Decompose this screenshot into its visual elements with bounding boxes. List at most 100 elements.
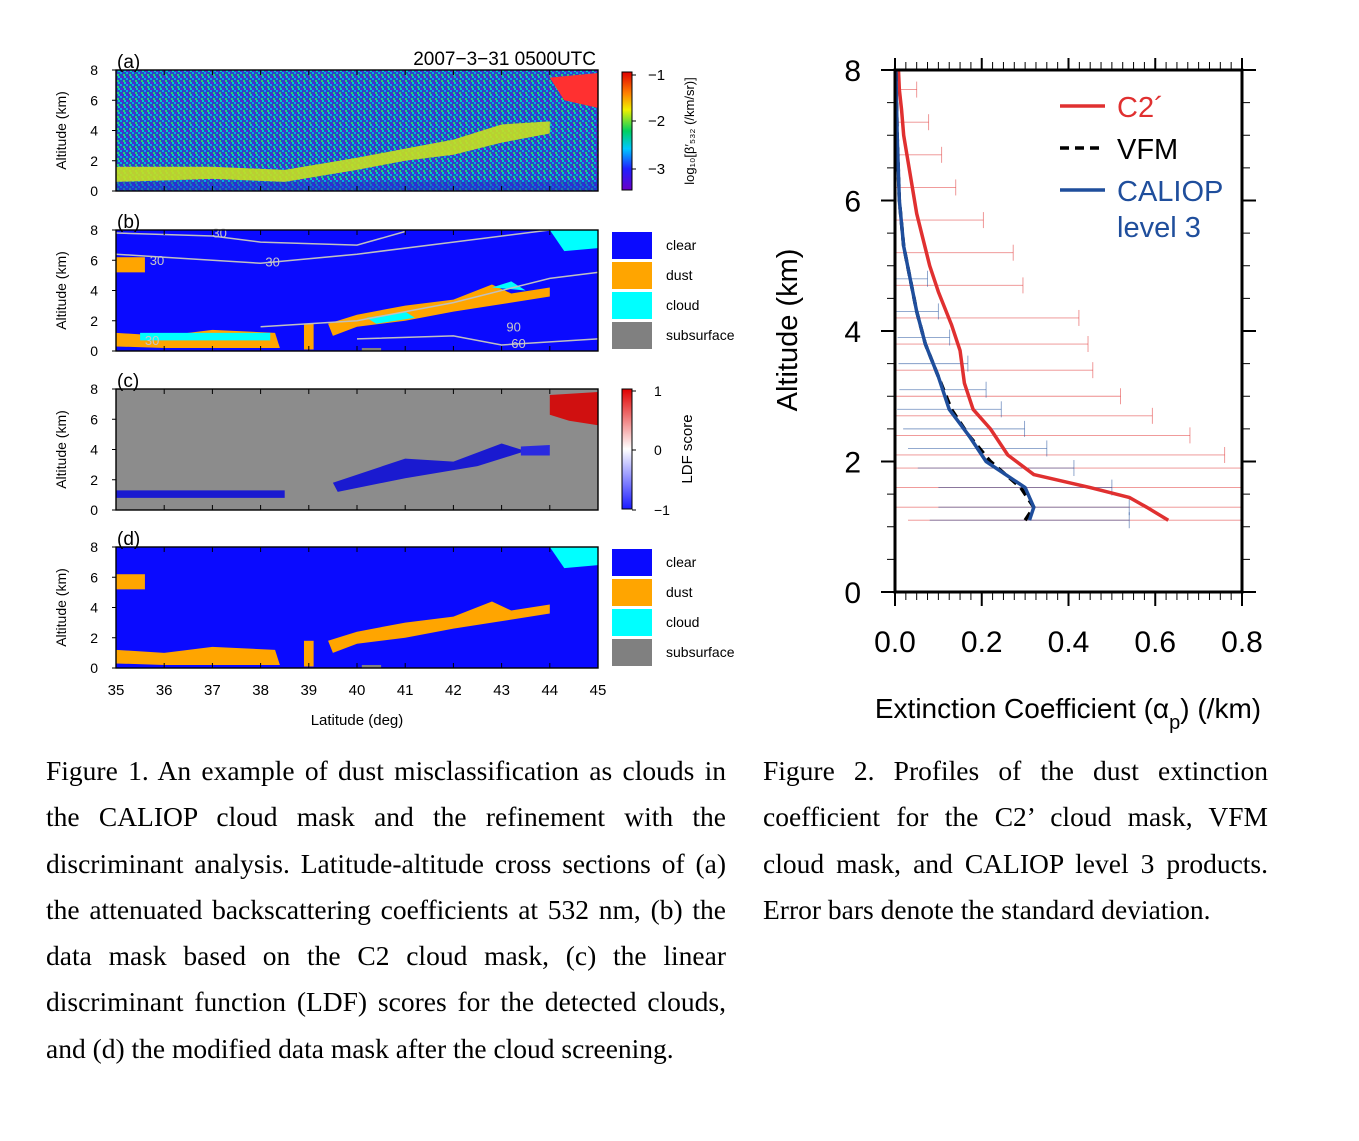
- y-tick-label: 2: [90, 313, 98, 329]
- legend-label-dust: dust: [666, 267, 693, 283]
- legend-swatch-subsurface: [612, 322, 652, 349]
- y-tick-label: 6: [90, 252, 98, 268]
- x-tick-label: 0.4: [1048, 626, 1090, 659]
- x-tick-label: 41: [397, 682, 414, 699]
- cloud-region: [549, 230, 598, 252]
- y-tick-label: 2: [90, 472, 98, 488]
- misclassified-cloud: [491, 281, 526, 291]
- y-tick-label: 4: [90, 442, 98, 458]
- colorbar-tick-label: −3: [648, 161, 665, 178]
- legend-swatch-clear: [612, 232, 652, 259]
- x-tick-label: 42: [445, 682, 462, 699]
- x-tick-label: 43: [493, 682, 510, 699]
- contour-label: 60: [511, 336, 525, 351]
- legend-label-subsurface: subsurface: [666, 644, 735, 660]
- y-axis-label: Altitude (km): [53, 91, 69, 170]
- colorbar-backscatter: [621, 71, 633, 191]
- ldf-cloud: [549, 392, 598, 426]
- colorbar-tick-label: 0: [654, 442, 662, 458]
- legend-swatch-cloud: [612, 292, 652, 319]
- x-tick-label: 39: [300, 682, 317, 699]
- x-tick-label: 0.0: [874, 626, 916, 659]
- legend-label-subsurface: subsurface: [666, 327, 735, 343]
- subsurface-region: [361, 664, 382, 668]
- x-tick-label: 44: [541, 682, 558, 699]
- y-tick-label: 6: [90, 411, 98, 427]
- contour-label: 30: [145, 333, 159, 348]
- panel-c: 0 2 4 6 8 Altitude (km) (c): [53, 371, 599, 518]
- y-tick-label: 8: [844, 55, 861, 88]
- panel-label: (a): [117, 52, 140, 73]
- legend-swatch-dust: [612, 579, 652, 606]
- legend-swatch-subsurface: [612, 639, 652, 666]
- legend-label-dust: dust: [666, 584, 693, 600]
- figures-canvas: 0 2 4 6 8 Altitude (km) (a) 2007−3−31 0500UTC 30…: [53, 49, 1263, 734]
- dust-layer-elevated: [328, 284, 550, 336]
- colorbar-label: LDF score: [679, 414, 696, 483]
- dust-layer-low: [116, 646, 280, 665]
- legend-swatch-clear: [612, 549, 652, 576]
- y-tick-label: 0: [90, 660, 98, 676]
- legend-swatch-cloud: [612, 609, 652, 636]
- temperature-contour: [115, 229, 550, 265]
- y-tick-label: 4: [844, 316, 861, 349]
- panel-label: (b): [117, 212, 140, 233]
- panel-a: 0 2 4 6 8 Altitude (km) (a) 2007−3−31 0500UTC: [53, 49, 599, 199]
- panel-label: (c): [117, 371, 139, 392]
- dust-patch: [303, 640, 314, 667]
- x-tick-label: 0.2: [961, 626, 1003, 659]
- dust-patch-upper: [116, 574, 145, 590]
- figure-1: 0 2 4 6 8 Altitude (km) (a) 2007−3−31 0500UTC 30…: [53, 49, 735, 729]
- y-tick-label: 0: [90, 183, 98, 199]
- y-tick-label: 4: [90, 123, 98, 139]
- cloud-region: [549, 547, 598, 569]
- series-line-vfm: [894, 69, 1036, 522]
- y-tick-label: 8: [90, 62, 98, 78]
- figure-2-chart: 0.0 0.2 0.4 0.6 0.8 0 2 4 6 8 Altitude (km) Extinct…: [772, 55, 1263, 734]
- colorbar-tick-label: −1: [654, 502, 670, 518]
- x-tick-label: 45: [590, 682, 607, 699]
- misclassified-cloud: [140, 332, 271, 341]
- dust-patch: [303, 323, 314, 350]
- colorbar-tick-label: 1: [654, 383, 662, 399]
- x-tick-label: 0.8: [1221, 626, 1263, 659]
- colorbar-ldf: [621, 388, 633, 510]
- y-tick-label: 2: [844, 447, 861, 480]
- temperature-contour: [260, 271, 599, 328]
- y-tick-label: 8: [90, 381, 98, 397]
- contour-label: 30: [265, 254, 279, 269]
- y-axis-label: Altitude (km): [53, 568, 69, 647]
- contour-label: 30: [150, 253, 164, 268]
- contour-label: 30: [212, 226, 226, 241]
- y-tick-label: 4: [90, 600, 98, 616]
- x-axis-label: Extinction Coefficient (αp) (/km): [875, 693, 1261, 734]
- clear-region: [116, 547, 598, 668]
- panel-title: 2007−3−31 0500UTC: [413, 49, 596, 70]
- y-tick-label: 2: [90, 153, 98, 169]
- x-tick-label: 37: [204, 682, 221, 699]
- aerosol-layer-signal: [116, 121, 550, 182]
- y-tick-label: 0: [90, 502, 98, 518]
- panel-d: 0 2 4 6 8 Altitude (km) (d): [53, 529, 599, 676]
- y-axis-label: Altitude (km): [53, 410, 69, 489]
- legend-label-clear: clear: [666, 554, 697, 570]
- y-tick-label: 2: [90, 630, 98, 646]
- panel-b: 30 30 30 90 60 30 0 2 4 6 8 Altitude (km) (b): [53, 212, 599, 359]
- y-tick-label: 8: [90, 539, 98, 555]
- dust-patch-upper: [116, 257, 145, 273]
- y-tick-label: 6: [90, 92, 98, 108]
- x-tick-label: 36: [156, 682, 173, 699]
- ldf-dust-patch: [520, 444, 550, 456]
- legend-label-caliop: CALIOP: [1117, 176, 1223, 208]
- subsurface-region: [361, 347, 382, 351]
- panel-label: (d): [117, 529, 140, 550]
- x-tick-label: 38: [252, 682, 269, 699]
- y-tick-label: 8: [90, 222, 98, 238]
- colorbar-label: log₁₀[β′₅₃₂ (/km/sr)]: [682, 77, 697, 185]
- figure-1-caption: Figure 1. An example of dust misclassifi…: [46, 755, 726, 1064]
- y-tick-label: 6: [90, 569, 98, 585]
- temperature-contour: [356, 335, 599, 346]
- x-tick-label: 35: [108, 682, 125, 699]
- misclassified-cloud: [366, 311, 415, 324]
- x-axis-label: Latitude (deg): [311, 712, 404, 729]
